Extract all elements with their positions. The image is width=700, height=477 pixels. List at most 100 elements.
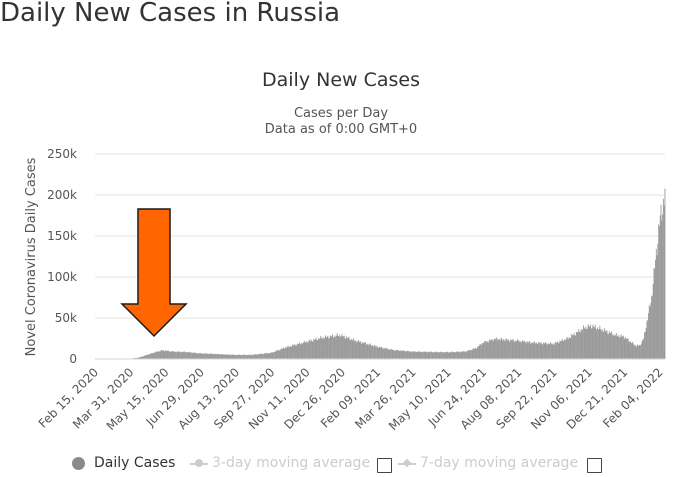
legend-item-7-day-average[interactable]: 7-day moving average — [398, 455, 578, 471]
bar — [520, 341, 522, 359]
bar — [274, 351, 276, 359]
bar — [444, 352, 446, 359]
bar — [175, 351, 177, 359]
bar — [528, 342, 529, 359]
bar — [558, 343, 560, 359]
bar — [360, 341, 362, 359]
bar — [615, 333, 617, 359]
bar — [656, 255, 658, 359]
legend-item-3-day-average[interactable]: 3-day moving average — [190, 455, 370, 471]
bar — [173, 352, 175, 359]
bar — [241, 355, 243, 359]
bar — [181, 351, 183, 359]
bar — [482, 342, 484, 359]
bar — [584, 328, 586, 359]
bar — [589, 326, 591, 359]
bar — [207, 353, 209, 359]
bar — [426, 351, 428, 359]
bar — [154, 352, 155, 359]
bar — [597, 327, 598, 359]
bar — [453, 351, 455, 359]
bar — [617, 336, 619, 359]
bar — [305, 342, 307, 359]
bar — [190, 352, 192, 359]
bar — [224, 354, 226, 359]
bar — [316, 339, 318, 359]
bar — [599, 325, 601, 359]
bar — [234, 354, 235, 359]
bar — [372, 345, 373, 359]
bar — [498, 339, 500, 359]
bar — [218, 354, 220, 359]
bar — [268, 352, 270, 359]
bar — [525, 343, 527, 359]
bar — [209, 353, 211, 359]
bar — [283, 348, 285, 359]
7-day-average-checkbox[interactable] — [587, 458, 602, 473]
bar — [496, 338, 498, 359]
bar — [546, 344, 548, 359]
bar — [148, 354, 150, 359]
bar — [590, 328, 592, 359]
bar — [461, 351, 463, 359]
3-day-average-checkbox[interactable] — [377, 458, 392, 473]
bar — [441, 352, 442, 359]
bar — [651, 296, 653, 359]
bar — [517, 339, 518, 359]
bar — [182, 351, 184, 359]
bar — [154, 352, 156, 359]
bar — [281, 348, 283, 359]
bar — [284, 348, 286, 359]
bar — [401, 351, 402, 359]
bar — [309, 340, 311, 359]
bar — [411, 351, 413, 359]
bar — [137, 357, 139, 359]
bar — [619, 336, 621, 359]
legend-item-daily-cases[interactable]: Daily Cases — [72, 455, 175, 471]
bar — [180, 352, 182, 359]
bar — [179, 351, 181, 359]
arrow-annotation-icon — [120, 208, 188, 338]
bar — [262, 353, 264, 359]
bar — [339, 336, 341, 359]
bar — [244, 354, 246, 359]
bar — [194, 353, 196, 359]
bar — [431, 352, 433, 359]
bar — [208, 353, 210, 359]
bar — [591, 328, 593, 359]
bar — [258, 354, 260, 359]
bar — [191, 352, 193, 359]
bar — [344, 338, 346, 359]
bar — [385, 348, 387, 359]
bar — [590, 324, 591, 359]
bar — [557, 341, 558, 359]
bar — [325, 337, 327, 359]
bar — [321, 338, 323, 359]
bar — [406, 351, 408, 359]
bar — [569, 338, 571, 359]
y-axis-tick-labels: 0 50k 100k 150k 200k 250k — [47, 147, 77, 366]
bar — [184, 351, 186, 359]
bar — [418, 351, 420, 359]
bar — [535, 343, 537, 359]
bar — [571, 334, 573, 359]
gridlines — [95, 153, 665, 319]
bar — [582, 329, 584, 359]
bar — [177, 351, 179, 359]
bar — [158, 351, 159, 359]
bar — [343, 336, 344, 359]
bar — [227, 354, 229, 359]
bar — [372, 346, 374, 359]
bar — [434, 351, 436, 359]
bar — [511, 340, 513, 359]
bar — [619, 337, 620, 359]
bar — [497, 340, 499, 359]
bar — [538, 341, 540, 359]
line-marker-icon — [190, 458, 208, 468]
bar — [384, 348, 386, 359]
bar — [371, 345, 373, 359]
bar — [620, 334, 622, 359]
bar — [373, 345, 375, 359]
bar — [408, 351, 410, 359]
bar — [285, 347, 286, 359]
